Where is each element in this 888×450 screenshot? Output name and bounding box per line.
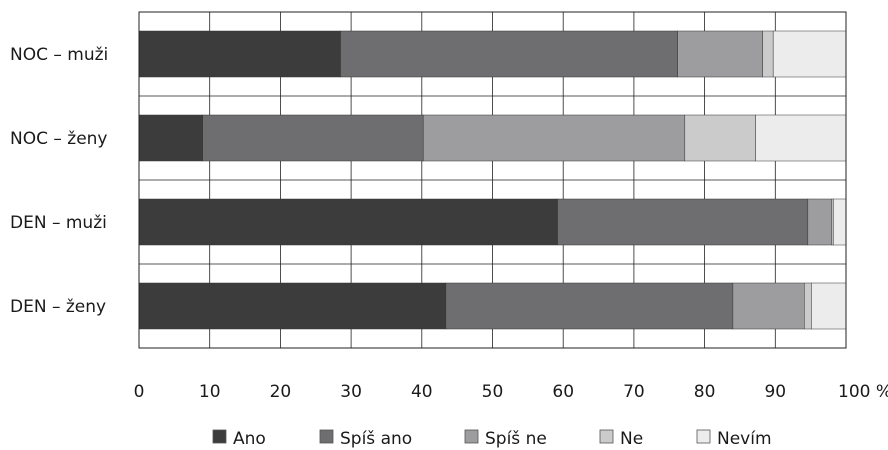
bar-segment — [732, 282, 805, 330]
x-tick-label: 50 — [482, 382, 504, 402]
x-tick-label: 80 — [694, 382, 716, 402]
bar-segment — [755, 114, 847, 162]
legend-label: Ano — [233, 429, 266, 449]
x-tick-label: 30 — [340, 382, 362, 402]
bar-segment — [138, 282, 447, 330]
category-label: DEN – muži — [10, 213, 107, 233]
bar-segment — [762, 30, 774, 78]
legend-label: Ne — [620, 429, 643, 449]
legend-swatch — [599, 429, 614, 444]
x-tick-label: 40 — [411, 382, 433, 402]
x-tick-label: 20 — [270, 382, 292, 402]
category-label: DEN – ženy — [10, 297, 106, 317]
bar-segment — [138, 198, 558, 246]
legend-swatch — [696, 429, 711, 444]
category-label: NOC – ženy — [10, 129, 108, 149]
x-tick-label: 70 — [623, 382, 645, 402]
legend-label: Nevím — [717, 429, 772, 449]
x-tick-label: 100 % — [838, 382, 888, 402]
x-tick-label: 0 — [134, 382, 145, 402]
bar-segment — [138, 114, 203, 162]
bar-segment — [772, 30, 847, 78]
x-tick-label: 10 — [199, 382, 221, 402]
bar-segment — [340, 30, 678, 78]
bar-segment — [445, 282, 734, 330]
bar-segment — [422, 114, 686, 162]
legend: Ano Spíš ano Spíš ne Ne Nevím — [212, 429, 772, 449]
category-label: NOC – muži — [10, 45, 108, 65]
bar-segment — [833, 198, 847, 246]
value-axis: 0 10 20 30 40 50 60 70 80 90 100 % — [134, 382, 888, 402]
legend-label: Spíš ano — [340, 429, 412, 449]
legend-swatch — [319, 429, 334, 444]
x-tick-label: 90 — [764, 382, 786, 402]
bar-segment — [202, 114, 424, 162]
legend-label: Spíš ne — [485, 429, 547, 449]
bar-segment — [677, 30, 763, 78]
category-axis: NOC – muži NOC – ženy DEN – muži DEN – ženy — [10, 45, 108, 317]
bar-segment — [807, 198, 833, 246]
bar-segment — [138, 30, 341, 78]
bar-segment — [684, 114, 756, 162]
bar-segment — [557, 198, 809, 246]
bars-layer — [138, 30, 847, 330]
bar-segment — [804, 282, 812, 330]
x-tick-label: 60 — [552, 382, 574, 402]
bar-segment — [811, 282, 847, 330]
plot-frame — [138, 11, 847, 349]
legend-swatch — [464, 429, 479, 444]
legend-swatch — [212, 429, 227, 444]
